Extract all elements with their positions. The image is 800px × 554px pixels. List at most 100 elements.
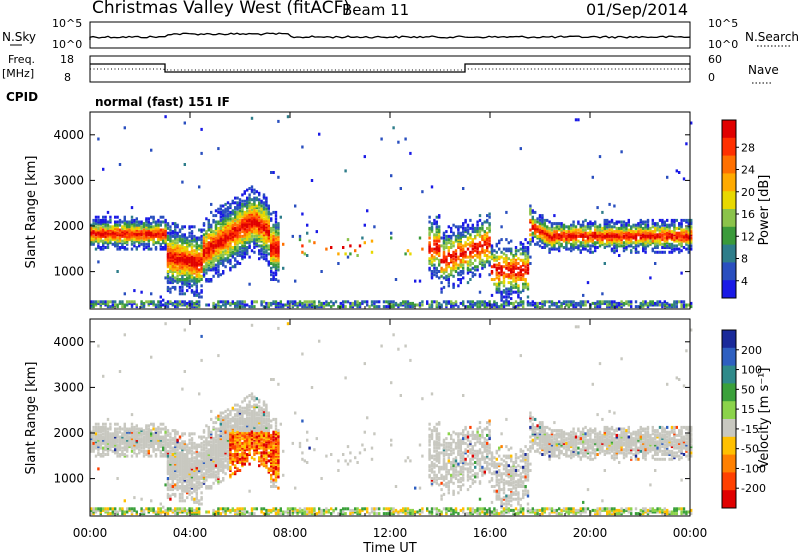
power-cell (166, 242, 170, 246)
power-cell (234, 217, 237, 221)
power-cell (543, 239, 546, 243)
velocity-cell (99, 427, 102, 431)
power-cell (154, 228, 158, 232)
power-cell (262, 220, 266, 224)
velocity-cell (145, 507, 148, 511)
velocity-cell (171, 456, 174, 460)
power-cell (675, 239, 678, 243)
nave-trace (90, 68, 690, 71)
power-cell (562, 225, 566, 229)
power-cell (190, 262, 194, 265)
power-cell (109, 305, 112, 309)
power-cell (555, 230, 558, 234)
power-cell (682, 300, 686, 304)
power-cell (212, 274, 215, 278)
power-cell (234, 258, 237, 262)
power-cell (594, 301, 597, 305)
power-cell (222, 204, 225, 208)
power-cell (130, 206, 134, 210)
power-cell (121, 305, 124, 309)
power-cell (644, 236, 647, 240)
power-cell (262, 236, 266, 240)
power-cell (666, 175, 669, 179)
power-cell (622, 303, 626, 307)
power-cell (198, 270, 201, 273)
velocity-cell (176, 465, 179, 469)
power-cell (260, 234, 263, 238)
power-cell (234, 201, 237, 205)
power-cell (483, 242, 486, 246)
power-cell (524, 270, 527, 273)
power-cell (546, 226, 549, 230)
power-cell (236, 225, 239, 229)
power-cell (255, 210, 258, 214)
power-cell (474, 273, 477, 277)
power-cell (507, 265, 510, 269)
power-cell (478, 226, 482, 230)
power-cell (349, 252, 352, 256)
power-cell (241, 193, 244, 197)
velocity-cell (164, 508, 167, 512)
power-cell (594, 233, 597, 237)
power-cell (262, 201, 266, 205)
power-cell (450, 226, 453, 230)
velocity-cell (154, 510, 158, 514)
power-cell (253, 300, 256, 304)
power-cell (166, 300, 170, 304)
power-cell (488, 260, 491, 264)
velocity-cell (109, 435, 112, 439)
power-cell (632, 231, 635, 235)
velocity-cell (130, 449, 134, 453)
power-cell (181, 303, 184, 307)
power-cell (270, 218, 273, 222)
power-cell (397, 140, 400, 144)
power-cell (582, 233, 585, 237)
power-cell (481, 247, 484, 251)
power-cell (469, 250, 472, 254)
power-cell (654, 244, 657, 248)
power-cell (471, 303, 474, 307)
power-cell (262, 250, 266, 254)
power-cell (322, 305, 326, 309)
power-cell (428, 236, 431, 240)
power-cell (478, 234, 482, 238)
power-cell (450, 271, 453, 275)
power-cell (344, 252, 347, 256)
power-cell (188, 244, 191, 248)
power-cell (106, 301, 110, 305)
power-cell (205, 257, 208, 261)
power-cell (265, 231, 268, 235)
power-cell (634, 247, 638, 251)
power-cell (274, 242, 278, 246)
power-cell (190, 225, 194, 229)
power-cell (433, 239, 436, 243)
power-cell (452, 257, 455, 261)
power-cell (265, 218, 268, 222)
power-cell (97, 233, 100, 237)
power-cell (507, 292, 510, 296)
power-cell (195, 300, 198, 304)
power-cell (92, 231, 95, 235)
power-cell (490, 265, 494, 269)
power-cell (255, 218, 258, 222)
power-cell (502, 295, 506, 299)
power-cell (248, 234, 251, 238)
power-cell (152, 215, 155, 219)
power-cell (606, 233, 609, 237)
power-cell (219, 252, 222, 256)
velocity-cell (169, 459, 172, 463)
power-cell (116, 305, 119, 309)
power-cell (236, 202, 239, 206)
power-cell (526, 268, 530, 272)
power-cell (457, 236, 460, 240)
power-cell (176, 262, 179, 265)
power-cell (229, 268, 232, 272)
power-cell (615, 241, 618, 245)
power-cell (682, 233, 686, 237)
velocity-cell (162, 427, 165, 431)
power-cell (229, 214, 232, 218)
power-cell (615, 228, 618, 232)
power-cell (450, 258, 453, 262)
velocity-cell (133, 437, 136, 441)
power-cell (459, 231, 462, 235)
